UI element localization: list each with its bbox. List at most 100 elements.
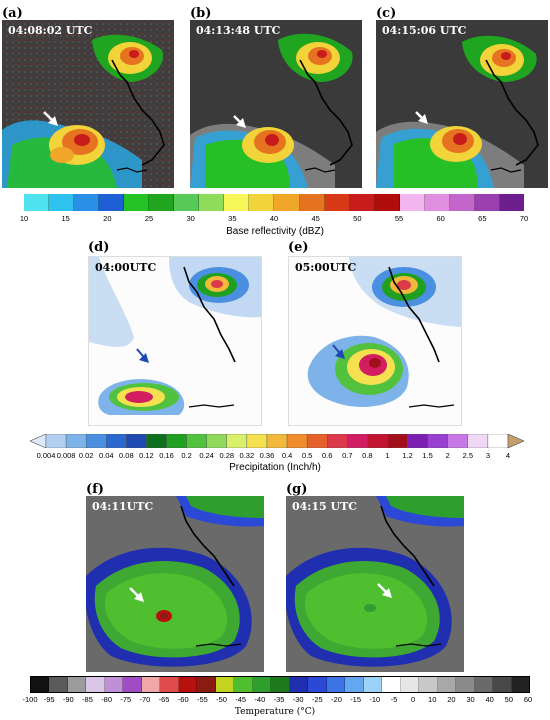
- reflectivity-tick-label: 40: [269, 214, 279, 223]
- temperature-tick-label: 10: [428, 695, 437, 704]
- temperature-colorbar: [30, 676, 530, 693]
- temperature-swatch: [345, 677, 364, 692]
- precipitation-swatch: [186, 434, 207, 448]
- temperature-swatch: [123, 677, 142, 692]
- temperature-tick-label: 20: [447, 695, 456, 704]
- reflectivity-tick-label: 60: [436, 214, 445, 223]
- precipitation-tick-label: 0.04: [98, 451, 114, 460]
- reflectivity-tick-label: 25: [144, 214, 154, 223]
- temperature-swatch: [474, 677, 494, 692]
- ir-image-g: [286, 496, 464, 672]
- temperature-tick-label: -40: [254, 695, 266, 704]
- time-label-b: 04:13:48 UTC: [196, 24, 281, 37]
- precipitation-swatch: [166, 434, 187, 448]
- precipitation-swatch: [347, 434, 368, 448]
- reflectivity-swatch: [324, 194, 350, 211]
- ir-image-f: [86, 496, 264, 672]
- precipitation-swatch: [65, 434, 87, 448]
- precipitation-tick-label: 0.16: [159, 451, 174, 460]
- time-label-d: 04:00UTC: [95, 261, 157, 274]
- temperature-tick-label: 40: [485, 695, 494, 704]
- temperature-tick-label: -60: [177, 695, 189, 704]
- temperature-tick-label: -65: [158, 695, 170, 704]
- precipitation-ticks: 0.004 0.008 0.02 0.04 0.08 0.12 0.16 0.2 0.24 0.2…: [37, 451, 510, 461]
- precipitation-tick-label: 0.08: [119, 451, 134, 460]
- precipitation-tick-label: 0.32: [239, 451, 255, 460]
- temperature-swatch: [178, 677, 198, 692]
- precipitation-swatch: [266, 434, 288, 448]
- temperature-swatch: [308, 677, 327, 692]
- temperature-tick-label: -85: [82, 695, 93, 704]
- precipitation-colorbar-graphic: [30, 434, 524, 448]
- reflectivity-swatch: [149, 194, 175, 211]
- temperature-swatch: [104, 677, 124, 692]
- temperature-swatch: [400, 677, 420, 692]
- temperature-tick-label: 50: [504, 695, 514, 704]
- temperature-swatch: [197, 677, 216, 692]
- precipitation-swatch: [467, 434, 489, 448]
- temperature-tick-label: -20: [331, 695, 342, 704]
- time-label-a: 04:08:02 UTC: [8, 24, 93, 37]
- temperature-tick-label: -45: [235, 695, 247, 704]
- radar-panel-b: 04:13:48 UTC: [190, 20, 362, 188]
- temperature-tick-label: -95: [43, 695, 55, 704]
- precipitation-title: Precipitation (Inch/h): [229, 462, 321, 473]
- temperature-swatch: [382, 677, 401, 692]
- precipitation-tick-label: 0.28: [219, 451, 235, 460]
- reflectivity-tick-label: 55: [394, 214, 404, 223]
- precipitation-tick-label: 0.24: [199, 451, 214, 460]
- reflectivity-swatch: [274, 194, 300, 211]
- temperature-swatch: [363, 677, 383, 692]
- precip-panel-e: 05:00UTC: [288, 256, 462, 426]
- reflectivity-tick-label: 70: [519, 214, 529, 223]
- temperature-tick-label: -25: [311, 695, 323, 704]
- temperature-tick-label: -5: [390, 695, 398, 704]
- precip-image-e: [289, 257, 461, 425]
- temperature-tick-label: -90: [62, 695, 74, 704]
- reflectivity-swatch: [424, 194, 450, 211]
- temperature-swatch: [49, 677, 68, 692]
- radar-image-b: [190, 20, 362, 188]
- precip-image-d: [89, 257, 261, 425]
- precipitation-swatch: [306, 434, 328, 448]
- panel-label-c: (c): [376, 6, 397, 21]
- temperature-tick-label: -15: [350, 695, 362, 704]
- temperature-tick-label: 60: [523, 695, 533, 704]
- precipitation-swatch: [106, 434, 127, 448]
- precipitation-tick-label: 0.5: [301, 451, 313, 460]
- reflectivity-tick-label: 15: [61, 214, 70, 223]
- temperature-swatch: [252, 677, 272, 692]
- panel-label-a: (a): [2, 6, 23, 21]
- reflectivity-swatch: [74, 194, 100, 211]
- precipitation-tick-label: 0.6: [321, 451, 333, 460]
- precipitation-swatch: [427, 434, 448, 448]
- time-label-c: 04:15:06 UTC: [382, 24, 467, 37]
- reflectivity-swatch: [249, 194, 275, 211]
- precipitation-tick-label: 1.2: [402, 451, 413, 460]
- precipitation-tick-label: 0.36: [259, 451, 275, 460]
- panel-label-d: (d): [88, 240, 110, 255]
- temperature-swatch: [437, 677, 457, 692]
- time-label-f: 04:11UTC: [92, 500, 154, 513]
- reflectivity-swatch: [199, 194, 225, 211]
- temperature-tick-label: -35: [273, 695, 285, 704]
- temperature-swatch: [289, 677, 309, 692]
- temperature-tick-label: -10: [369, 695, 381, 704]
- radar-image-c: [376, 20, 548, 188]
- reflectivity-tick-label: 50: [353, 214, 362, 223]
- reflectivity-ticks: 10 15 20 25 30 35 40 45 50 55 60 65 70: [20, 214, 528, 224]
- panel-label-g: (g): [286, 482, 308, 497]
- precipitation-swatch: [387, 434, 408, 448]
- precipitation-tick-label: 0.2: [181, 451, 192, 460]
- precipitation-tick-label: 0.12: [139, 451, 154, 460]
- precipitation-swatch: [45, 434, 67, 448]
- radar-panel-c: 04:15:06 UTC: [376, 20, 548, 188]
- temperature-tick-label: -30: [292, 695, 304, 704]
- panel-label-f: (f): [86, 482, 104, 497]
- temperature-swatch: [31, 677, 50, 692]
- precipitation-swatch: [507, 434, 524, 448]
- reflectivity-swatch: [474, 194, 500, 211]
- reflectivity-tick-label: 45: [311, 214, 320, 223]
- precipitation-swatch: [126, 434, 147, 448]
- temperature-tick-label: -75: [120, 695, 132, 704]
